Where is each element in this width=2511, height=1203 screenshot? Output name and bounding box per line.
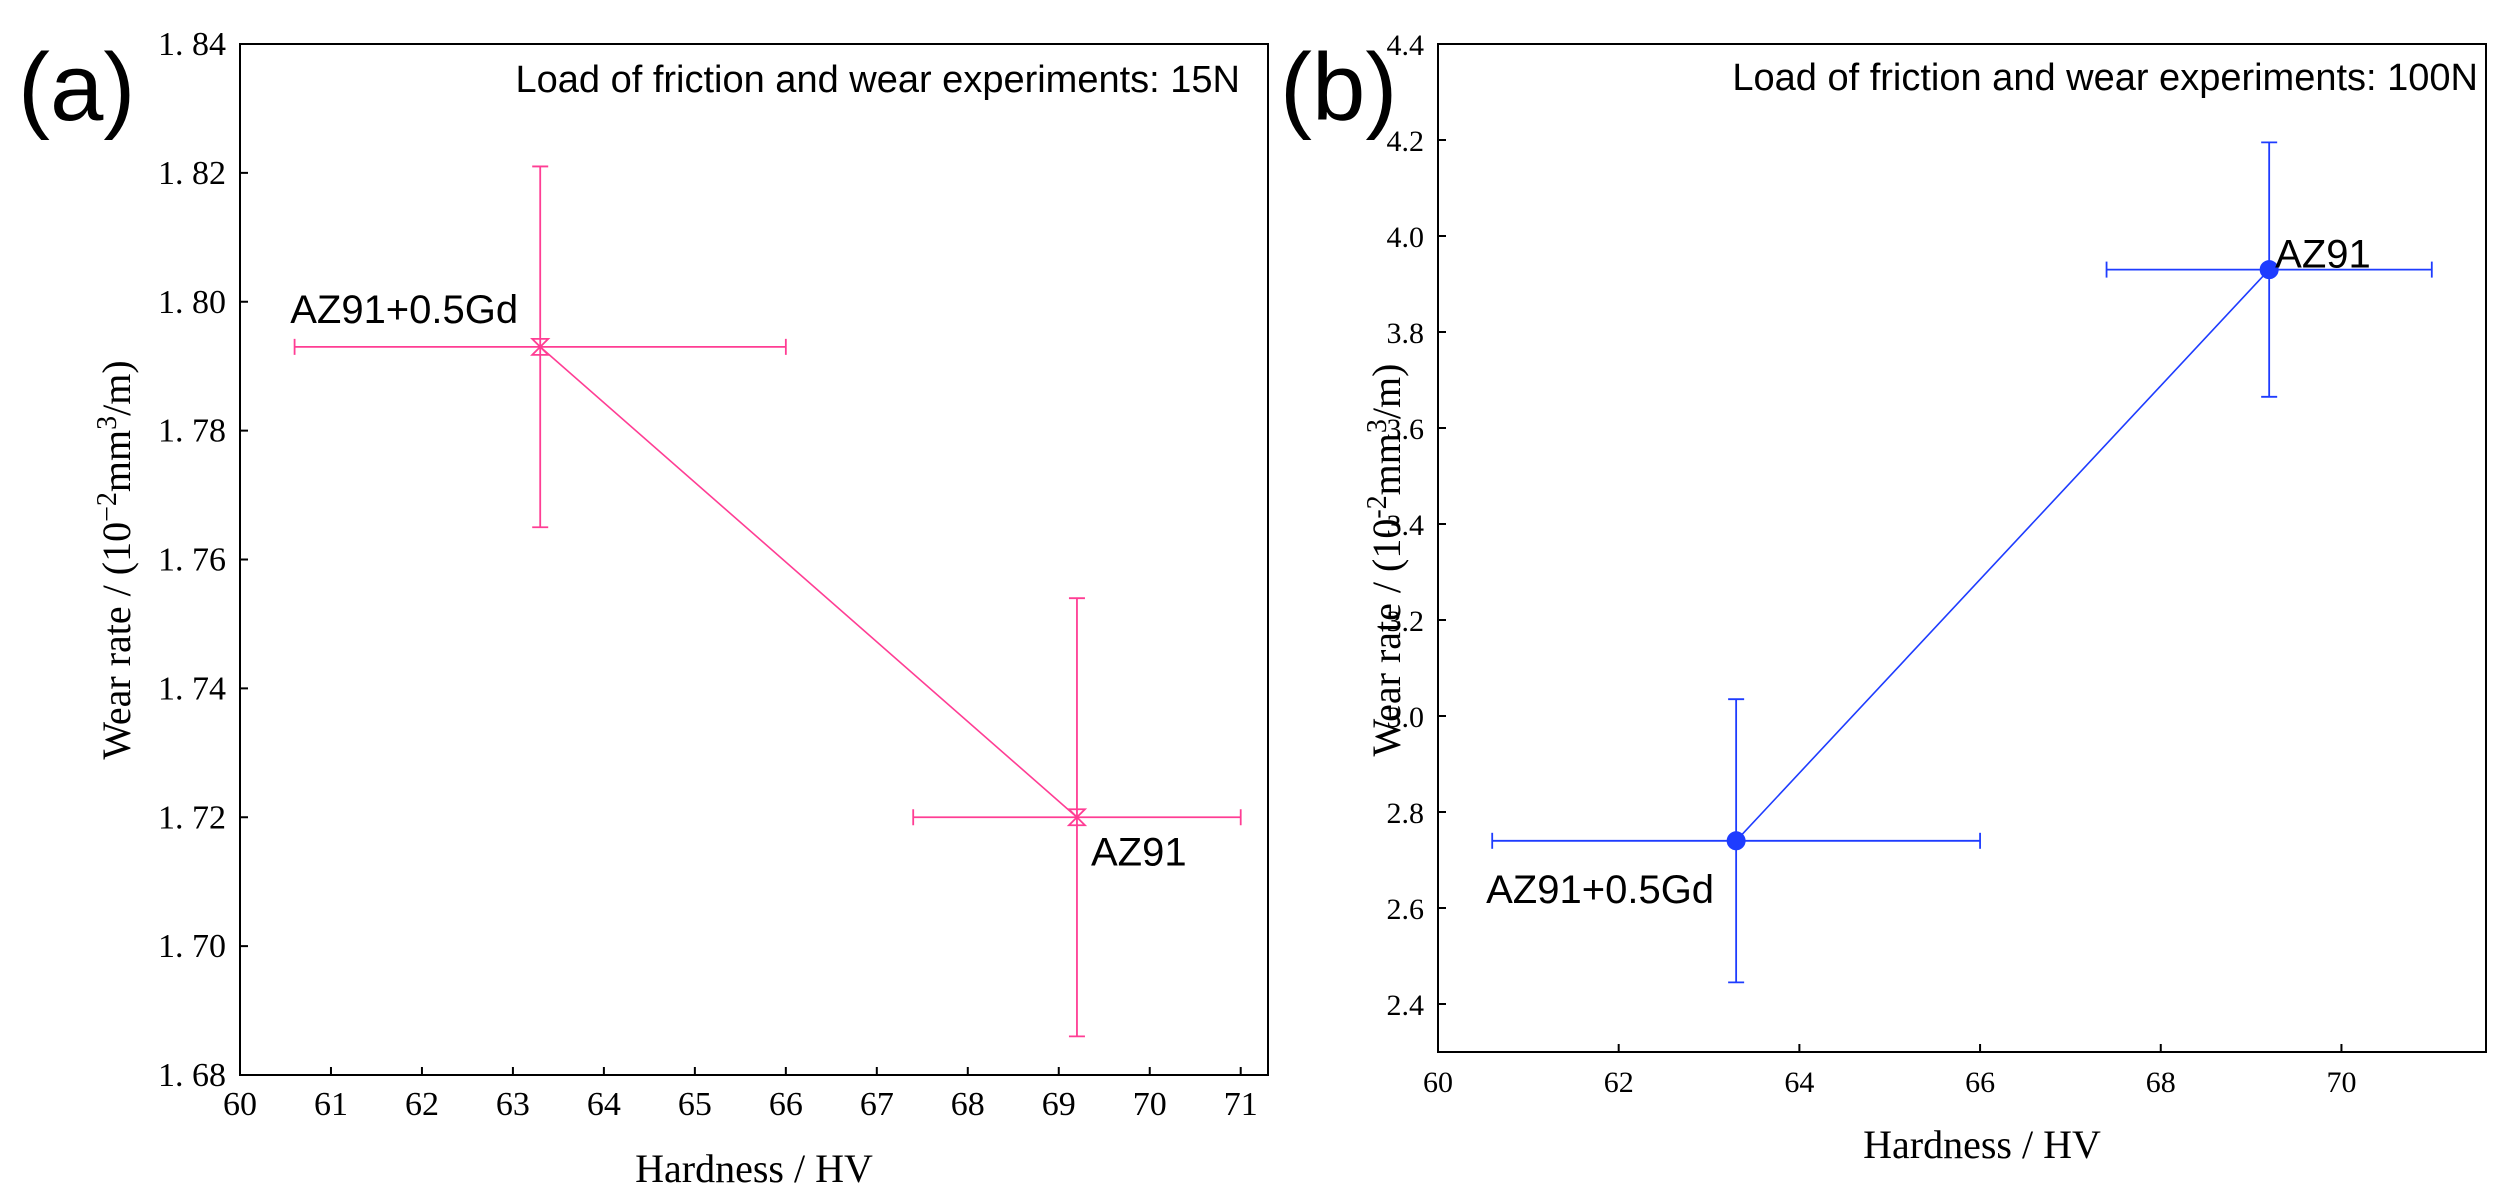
x-tick-label: 68 [2146, 1066, 2176, 1099]
y-tick-label: 4.2 [1387, 125, 1425, 158]
y-tick-label: 2.6 [1387, 893, 1425, 926]
y-tick-label: 2.8 [1387, 797, 1425, 830]
point-label: AZ91 [1091, 830, 1187, 874]
y-tick-label: 1. 70 [158, 928, 226, 965]
chart-title: Load of friction and wear experiments: 1… [515, 59, 1240, 101]
y-axis-label-part: Wear rate / (10 [94, 522, 139, 760]
x-tick-label: 70 [2326, 1066, 2356, 1099]
y-axis-label-part: mm [1364, 433, 1409, 495]
y-axis-label-part: −2 [92, 492, 123, 522]
y-axis-label-part: 3 [1362, 419, 1393, 433]
y-tick-label: 3.4 [1387, 509, 1425, 542]
y-tick-label: 2.4 [1387, 989, 1425, 1022]
y-axis-label-part: /m) [94, 360, 139, 416]
x-axis-label: Hardness / HV [1863, 1122, 2101, 1167]
data-point [1066, 808, 1088, 827]
y-tick-label: 1. 72 [158, 799, 226, 836]
y-axis-label-part: mm [94, 430, 139, 492]
x-tick-label: 69 [1042, 1086, 1076, 1123]
y-axis-label-part: -2 [1362, 495, 1393, 518]
data-point [530, 337, 551, 356]
y-tick-label: 4.4 [1387, 29, 1425, 62]
y-tick-label: 1. 82 [158, 155, 226, 192]
y-tick-label: 1. 68 [158, 1057, 226, 1094]
x-tick-label: 60 [1423, 1066, 1453, 1099]
y-tick-label: 3.2 [1387, 605, 1425, 638]
x-tick-label: 66 [1965, 1066, 1995, 1099]
plot-frame [239, 43, 1269, 1076]
data-point [1726, 831, 1746, 851]
y-tick-label: 1. 84 [158, 26, 226, 63]
x-tick-label: 68 [951, 1086, 985, 1123]
x-tick-label: 63 [496, 1086, 530, 1123]
y-axis-label: Wear rate / (10−2mm3/m) [92, 360, 139, 759]
y-axis-label: Wear rate / (10-2mm3/m) [1362, 364, 1409, 757]
y-tick-label: 1. 76 [158, 542, 226, 579]
series-line [539, 346, 1078, 818]
plot-frame [1437, 43, 2487, 1053]
point-label: AZ91+0.5Gd [290, 288, 518, 332]
y-tick-label: 3.6 [1387, 413, 1425, 446]
panel-a: (a) Load of friction and wear experiments… [18, 26, 1269, 1191]
y-tick-label: 1. 80 [158, 284, 226, 321]
y-tick-label: 3.8 [1387, 317, 1425, 350]
x-tick-label: 64 [587, 1086, 621, 1123]
x-tick-label: 62 [405, 1086, 439, 1123]
x-axis-label: Hardness / HV [635, 1146, 873, 1191]
x-tick-label: 71 [1224, 1086, 1258, 1123]
x-tick-label: 66 [769, 1086, 803, 1123]
x-tick-label: 65 [678, 1086, 712, 1123]
point-label: AZ91+0.5Gd [1486, 868, 1714, 912]
x-tick-label: 64 [1784, 1066, 1814, 1099]
x-tick-label: 62 [1604, 1066, 1634, 1099]
panel-label: (a) [18, 34, 135, 141]
series-line [1735, 269, 2270, 842]
y-tick-label: 4.0 [1387, 221, 1425, 254]
y-tick-label: 1. 78 [158, 413, 226, 450]
y-axis-label-part: Wear rate / (10 [1364, 519, 1409, 757]
data-point [2259, 260, 2279, 280]
x-tick-label: 60 [223, 1086, 257, 1123]
panel-b: (b) Load of friction and wear experiments… [1280, 29, 2487, 1167]
x-tick-label: 67 [860, 1086, 894, 1123]
y-tick-label: 1. 74 [158, 670, 226, 707]
x-tick-label: 61 [314, 1086, 348, 1123]
x-tick-label: 70 [1133, 1086, 1167, 1123]
panel-label: (b) [1280, 34, 1397, 141]
point-label: AZ91 [2275, 233, 2371, 277]
y-axis-label-part: 3 [92, 416, 123, 430]
y-axis-label-part: /m) [1364, 364, 1409, 420]
y-tick-label: 3.0 [1387, 701, 1425, 734]
chart-title: Load of friction and wear experiments: 1… [1732, 57, 2478, 99]
